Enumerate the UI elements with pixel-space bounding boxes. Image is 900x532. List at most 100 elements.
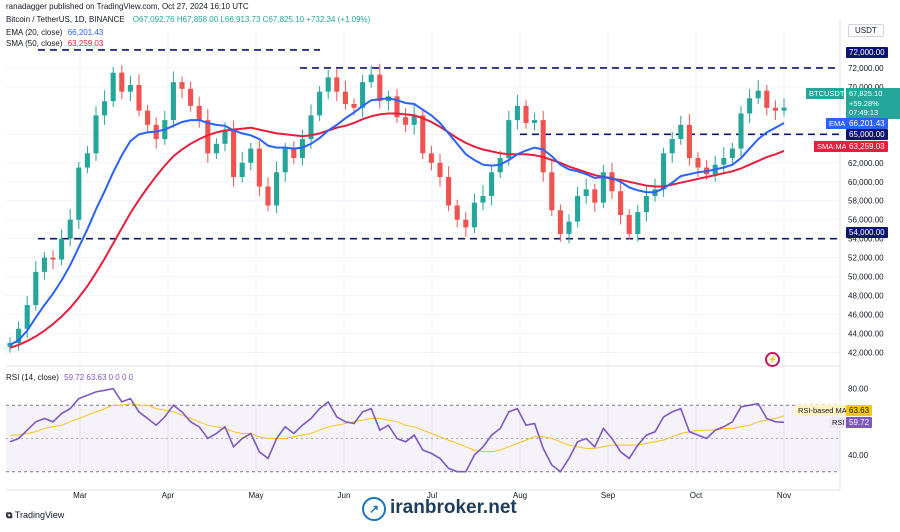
candle-body xyxy=(403,117,409,125)
horizontal-levels xyxy=(38,49,840,240)
price-tick-label: 70,000.00 xyxy=(848,83,884,92)
candle-body xyxy=(532,120,538,123)
candle-body xyxy=(119,72,125,92)
candle-body xyxy=(420,115,426,154)
candle-body xyxy=(669,139,675,154)
candle-body xyxy=(394,96,400,118)
candle-body xyxy=(188,88,194,106)
candle-body xyxy=(772,107,778,111)
sma-price-tag: 63,259.03 xyxy=(846,141,888,152)
sma-price-text: 63,259.03 xyxy=(849,142,885,151)
level-65-text: 65,000.00 xyxy=(849,130,885,139)
time-tick-label: Sep xyxy=(601,491,616,500)
ema-price-tag: 66,201.43 xyxy=(846,118,888,129)
moving-averages xyxy=(9,97,785,349)
rsi-legend-label: RSI (14, close) xyxy=(6,373,59,382)
candle-body xyxy=(351,103,357,108)
candle-body xyxy=(592,189,598,203)
rsi-value-text: 59.72 xyxy=(849,418,870,427)
candle-body xyxy=(136,85,142,111)
price-tick-label: 56,000.00 xyxy=(848,216,884,225)
candle-body xyxy=(7,343,13,347)
ema-tag-text: EMA xyxy=(829,119,846,128)
candle-body xyxy=(446,177,452,206)
candle-body xyxy=(377,74,383,102)
symbol-line: Bitcoin / TetherUS, 1D, BINANCE O67,092.… xyxy=(6,15,370,24)
time-tick-label: Apr xyxy=(162,491,175,500)
rsi-ma-value-text: 63.63 xyxy=(849,406,870,415)
candle-body xyxy=(635,212,641,234)
candle-body xyxy=(248,148,254,163)
rsi-tick-label: 40.00 xyxy=(848,451,869,460)
time-tick-label: Jul xyxy=(427,491,437,500)
candle-body xyxy=(463,219,469,228)
candle-body xyxy=(50,257,56,260)
candle-body xyxy=(368,74,374,83)
candle-body xyxy=(127,85,133,92)
candle-body xyxy=(317,91,323,116)
candle-body xyxy=(170,82,176,121)
rsi-pane xyxy=(6,387,840,473)
candle-body xyxy=(609,172,615,192)
candle-body xyxy=(179,82,185,89)
candle-body xyxy=(506,120,512,159)
price-tick-label: 50,000.00 xyxy=(848,273,884,282)
alert-icon[interactable]: ⚡ xyxy=(765,352,780,367)
currency-label[interactable]: USDT xyxy=(848,24,884,37)
last-price-box: 67,825.10 +59.28% 07:49:13 xyxy=(846,88,900,119)
candle-body xyxy=(514,105,520,121)
candle-body xyxy=(540,120,546,173)
price-tick-label: 58,000.00 xyxy=(848,197,884,206)
price-tick-label: 46,000.00 xyxy=(848,311,884,320)
candle-body xyxy=(643,196,649,213)
candle-body xyxy=(291,148,297,159)
price-tick-label: 48,000.00 xyxy=(848,292,884,301)
candle-body xyxy=(678,124,684,140)
candle-body xyxy=(600,172,606,203)
rsi-tag-text: RSI xyxy=(832,418,845,427)
candle-body xyxy=(661,153,667,190)
candle-body xyxy=(686,124,692,159)
candle-body xyxy=(110,72,116,102)
candle-body xyxy=(480,196,486,203)
time-tick-label: Nov xyxy=(777,491,791,500)
tradingview-brand: TradingView xyxy=(14,510,65,520)
candle-body xyxy=(33,271,39,306)
candle-body xyxy=(93,115,99,154)
countdown: 07:49:13 xyxy=(849,108,879,117)
candle-body xyxy=(308,115,314,140)
published-line: ranadagger published on TradingView.com,… xyxy=(6,2,249,11)
price-tick-label: 42,000.00 xyxy=(848,349,884,358)
symbol-price-tag: BTCUSDT xyxy=(806,88,844,99)
sma-legend-value: 63,259.03 xyxy=(67,39,104,48)
time-tick-label: Mar xyxy=(73,491,87,500)
sma-tag-text: SMA:MA xyxy=(817,142,847,151)
ema-legend: EMA (20, close) 66,201.43 xyxy=(6,28,103,37)
candle-body xyxy=(557,210,563,234)
candle-body xyxy=(575,196,581,222)
sma-50-line xyxy=(9,112,785,349)
candle-body xyxy=(695,158,701,168)
sma-tag: SMA:MA xyxy=(814,141,850,152)
level-54-tag: 54,000.00 xyxy=(846,227,888,238)
candle-body xyxy=(618,191,624,215)
candle-body xyxy=(437,162,443,178)
rsi-tag: RSI xyxy=(829,417,848,428)
candle-body xyxy=(256,148,262,187)
watermark: ↗ iranbroker.net xyxy=(362,497,517,521)
rsi-line xyxy=(9,387,785,473)
tradingview-logo[interactable]: ⧉ TradingView xyxy=(6,510,64,521)
candle-body xyxy=(738,113,744,149)
candle-body xyxy=(196,105,202,121)
candle-body xyxy=(454,205,460,220)
candles xyxy=(7,63,787,353)
tradingview-icon: ⧉ xyxy=(6,510,13,520)
candle-body xyxy=(411,115,417,125)
sma-legend-label: SMA (50, close) xyxy=(6,39,63,48)
candle-body xyxy=(729,148,735,159)
price-tick-label: 52,000.00 xyxy=(848,254,884,263)
candle-body xyxy=(342,91,348,104)
candle-body xyxy=(16,328,22,344)
